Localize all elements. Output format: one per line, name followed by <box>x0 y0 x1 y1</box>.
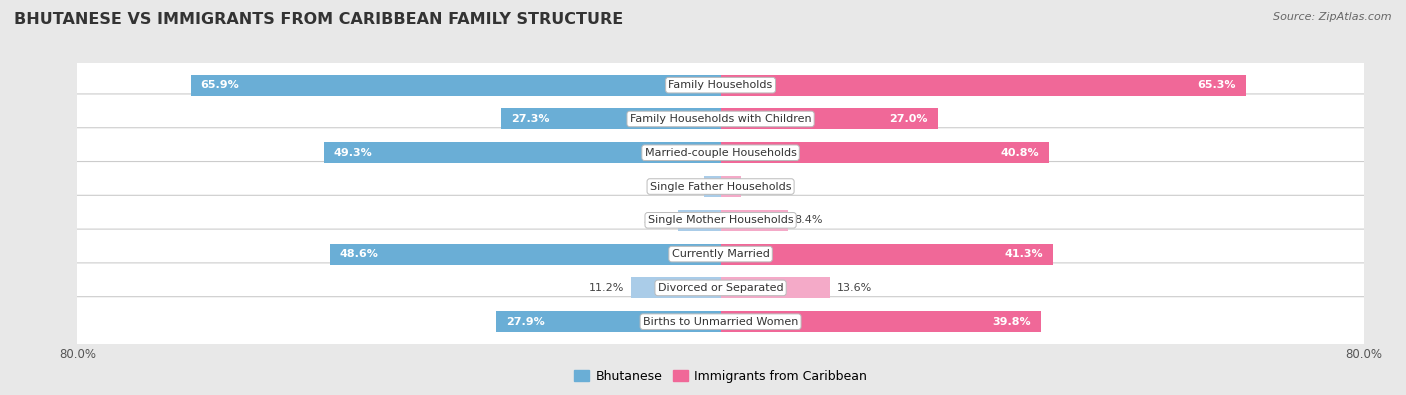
Text: 27.9%: 27.9% <box>506 317 544 327</box>
Text: Single Mother Households: Single Mother Households <box>648 215 793 225</box>
Bar <box>721 176 741 197</box>
FancyBboxPatch shape <box>70 195 1371 245</box>
Bar <box>501 109 721 130</box>
Text: 48.6%: 48.6% <box>339 249 378 259</box>
Text: 2.5%: 2.5% <box>747 182 776 192</box>
Text: 41.3%: 41.3% <box>1004 249 1043 259</box>
FancyBboxPatch shape <box>70 263 1371 313</box>
Bar <box>721 311 1040 332</box>
Text: 11.2%: 11.2% <box>589 283 624 293</box>
Text: 2.1%: 2.1% <box>669 182 697 192</box>
Bar <box>330 244 721 265</box>
Text: 40.8%: 40.8% <box>1000 148 1039 158</box>
Text: 8.4%: 8.4% <box>794 215 823 225</box>
Text: 27.3%: 27.3% <box>510 114 550 124</box>
Text: Source: ZipAtlas.com: Source: ZipAtlas.com <box>1274 12 1392 22</box>
Text: BHUTANESE VS IMMIGRANTS FROM CARIBBEAN FAMILY STRUCTURE: BHUTANESE VS IMMIGRANTS FROM CARIBBEAN F… <box>14 12 623 27</box>
Text: Family Households with Children: Family Households with Children <box>630 114 811 124</box>
FancyBboxPatch shape <box>70 229 1371 279</box>
FancyBboxPatch shape <box>70 297 1371 347</box>
Text: Single Father Households: Single Father Households <box>650 182 792 192</box>
Text: Births to Unmarried Women: Births to Unmarried Women <box>643 317 799 327</box>
Bar <box>191 75 721 96</box>
Bar <box>703 176 721 197</box>
Text: 39.8%: 39.8% <box>993 317 1031 327</box>
Bar <box>325 142 721 163</box>
Bar <box>721 109 938 130</box>
Text: Family Households: Family Households <box>668 80 773 90</box>
Text: 27.0%: 27.0% <box>890 114 928 124</box>
FancyBboxPatch shape <box>70 162 1371 212</box>
Text: 65.3%: 65.3% <box>1198 80 1236 90</box>
Text: Married-couple Households: Married-couple Households <box>644 148 797 158</box>
Bar <box>721 75 1246 96</box>
Bar <box>496 311 721 332</box>
Bar <box>721 277 830 298</box>
Text: Currently Married: Currently Married <box>672 249 769 259</box>
Text: 13.6%: 13.6% <box>837 283 872 293</box>
Bar <box>721 142 1049 163</box>
Text: 49.3%: 49.3% <box>333 148 373 158</box>
FancyBboxPatch shape <box>70 94 1371 144</box>
FancyBboxPatch shape <box>70 128 1371 178</box>
Text: 5.3%: 5.3% <box>644 215 672 225</box>
Text: Divorced or Separated: Divorced or Separated <box>658 283 783 293</box>
Bar <box>721 210 789 231</box>
Bar <box>630 277 721 298</box>
FancyBboxPatch shape <box>70 60 1371 110</box>
Legend: Bhutanese, Immigrants from Caribbean: Bhutanese, Immigrants from Caribbean <box>569 365 872 388</box>
Bar <box>721 244 1053 265</box>
Bar <box>678 210 721 231</box>
Text: 65.9%: 65.9% <box>200 80 239 90</box>
